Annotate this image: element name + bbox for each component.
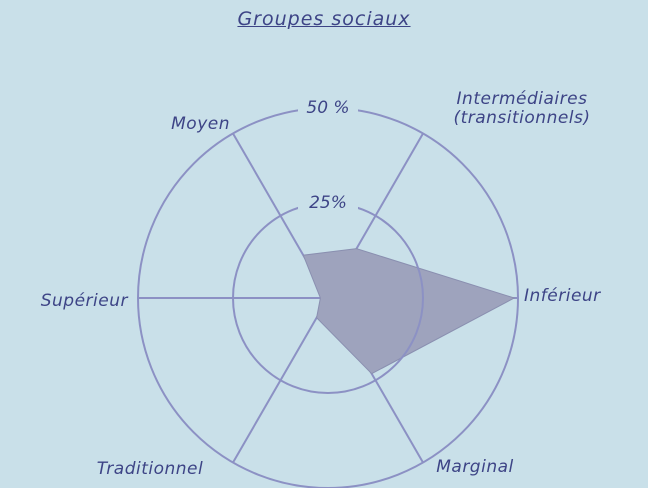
tick-label-bg xyxy=(298,97,358,119)
category-label: Intermédiaires (transitionnels) xyxy=(453,89,591,128)
tick-label-bg xyxy=(298,192,358,214)
category-label: Supérieur xyxy=(40,291,128,311)
category-label: Marginal xyxy=(436,457,514,477)
category-label: Traditionnel xyxy=(96,459,204,479)
r-tick-label: 25% xyxy=(309,193,347,213)
category-label: Moyen xyxy=(171,114,230,134)
category-label: Inférieur xyxy=(524,286,601,306)
chart-title: Groupes sociaux xyxy=(237,8,411,30)
radar-area xyxy=(302,248,516,375)
r-tick-label: 50 % xyxy=(306,98,349,118)
